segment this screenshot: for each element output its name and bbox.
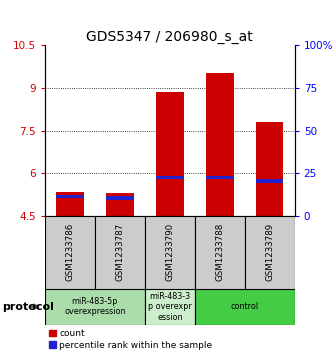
Text: control: control [231,302,259,311]
Bar [145,289,195,325]
Text: miR-483-3
p overexpr
ession: miR-483-3 p overexpr ession [148,292,192,322]
Text: miR-483-5p
overexpression: miR-483-5p overexpression [64,297,126,317]
Bar [195,289,295,325]
Bar [156,92,183,216]
Bar [206,176,233,179]
Bar [256,122,283,216]
Bar [195,216,245,289]
Legend: count, percentile rank within the sample: count, percentile rank within the sample [50,329,212,350]
Text: GSM1233790: GSM1233790 [165,223,174,281]
Title: GDS5347 / 206980_s_at: GDS5347 / 206980_s_at [87,30,253,44]
Text: GSM1233787: GSM1233787 [115,223,125,281]
Text: GSM1233786: GSM1233786 [65,223,75,281]
Bar [145,216,195,289]
Text: GSM1233788: GSM1233788 [215,223,224,281]
Bar [206,73,233,216]
Text: protocol: protocol [2,302,54,312]
Bar [95,216,145,289]
Bar [45,216,95,289]
Bar [56,192,84,216]
Bar [45,289,145,325]
Bar [256,179,283,183]
Bar [156,176,183,179]
Bar [106,196,134,200]
Text: GSM1233789: GSM1233789 [265,223,274,281]
Bar [56,195,84,199]
Bar [245,216,295,289]
Bar [106,193,134,216]
